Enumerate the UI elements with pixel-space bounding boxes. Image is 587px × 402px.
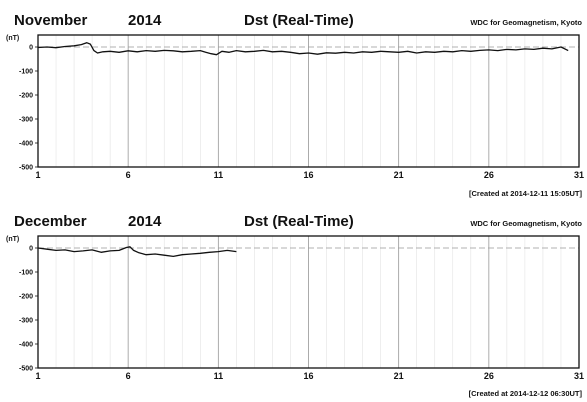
x-tick-label: 11: [214, 170, 224, 180]
y-tick-label: -200: [19, 294, 33, 301]
grid: [37, 236, 580, 368]
plot-frame: [37, 34, 580, 168]
y-tick-label: -200: [19, 93, 33, 100]
year-label: 2014: [128, 12, 162, 29]
y-axis: 0 -100 -200 -300 -400 -500: [19, 45, 38, 172]
november-panel: November 2014 Dst (Real-Time) WDC for Ge…: [6, 12, 584, 198]
dst-series-line: [37, 246, 237, 258]
x-tick-label: 31: [574, 170, 584, 180]
chart-title: Dst (Real-Time): [244, 213, 354, 230]
grid: [37, 35, 580, 167]
x-tick-label: 26: [484, 170, 494, 180]
plot-frame: [37, 235, 580, 369]
y-tick-label: -300: [19, 117, 33, 124]
x-tick-label: 11: [214, 371, 224, 381]
source-label: WDC for Geomagnetism, Kyoto: [470, 219, 582, 228]
dst-series-line: [37, 42, 569, 56]
y-tick-label: -400: [19, 141, 33, 148]
y-axis-label: (nT): [6, 35, 19, 42]
y-tick-label: -100: [19, 69, 33, 76]
x-tick-label: 1: [35, 371, 40, 381]
x-tick-label: 31: [574, 371, 584, 381]
x-tick-label: 21: [394, 371, 404, 381]
created-timestamp: [Created at 2014-12-11 15:05UT]: [469, 189, 582, 198]
y-tick-label: 0: [29, 246, 33, 253]
y-tick-label: -500: [19, 165, 33, 172]
y-tick-label: -500: [19, 366, 33, 373]
month-label: November: [14, 12, 88, 29]
y-tick-label: -300: [19, 318, 33, 325]
x-axis: 1 6 11 16 21 26 31: [35, 371, 584, 381]
x-tick-label: 26: [484, 371, 494, 381]
source-label: WDC for Geomagnetism, Kyoto: [470, 18, 582, 27]
x-tick-label: 21: [394, 170, 404, 180]
y-tick-label: -100: [19, 270, 33, 277]
x-tick-label: 6: [126, 170, 131, 180]
x-tick-label: 6: [126, 371, 131, 381]
y-axis: 0 -100 -200 -300 -400 -500: [19, 246, 38, 373]
x-tick-label: 16: [303, 170, 313, 180]
chart-title: Dst (Real-Time): [244, 12, 354, 29]
x-axis: 1 6 11 16 21 26 31: [35, 170, 584, 180]
x-tick-label: 1: [35, 170, 40, 180]
month-label: December: [14, 213, 87, 230]
year-label: 2014: [128, 213, 162, 230]
x-tick-label: 16: [303, 371, 313, 381]
created-timestamp: [Created at 2014-12-12 06:30UT]: [469, 389, 583, 398]
y-tick-label: 0: [29, 45, 33, 52]
december-panel: December 2014 Dst (Real-Time) WDC for Ge…: [6, 213, 584, 398]
y-tick-label: -400: [19, 342, 33, 349]
y-axis-label: (nT): [6, 236, 19, 243]
